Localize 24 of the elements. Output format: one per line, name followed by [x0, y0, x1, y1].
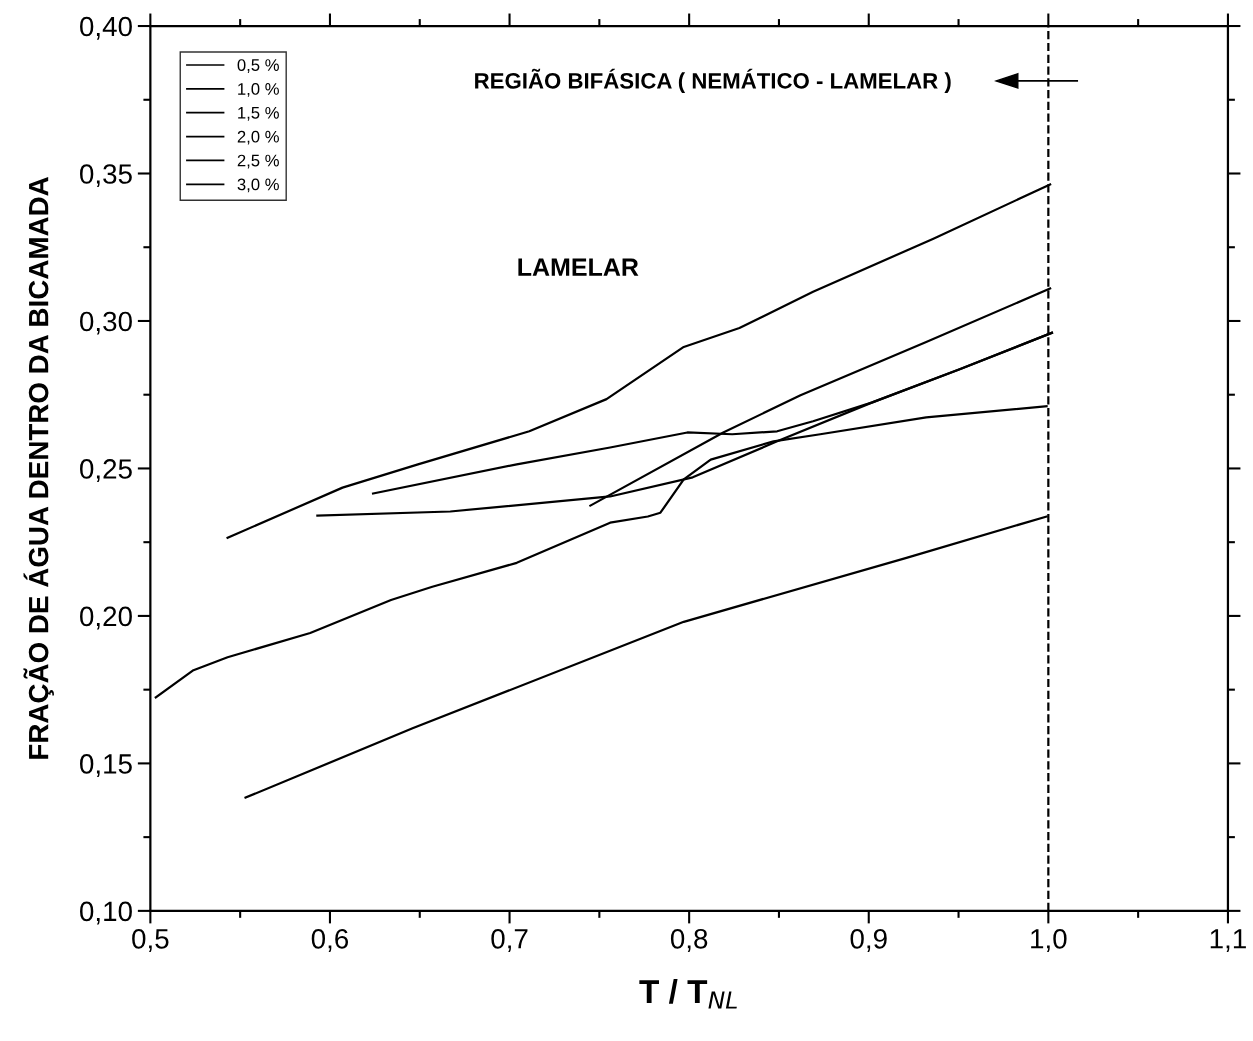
legend-label: 3,0 %: [237, 178, 279, 193]
y-axis-title: FRAÇÃO DE ÁGUA DENTRO DA BICAMADA: [23, 177, 54, 759]
x-axis-title: T / T$_{NL}$: [639, 978, 737, 1009]
x-tick-label: 0,5: [132, 928, 169, 952]
legend-label: 0,5 %: [237, 59, 279, 73]
y-tick-label: 0,35: [80, 164, 132, 188]
x-tick-label: 0,7: [491, 928, 528, 952]
y-tick-label: 0,20: [80, 606, 132, 630]
x-tick-label: 0,9: [850, 928, 887, 952]
y-tick-label: 0,25: [80, 459, 132, 483]
x-tick-label: 0,8: [670, 928, 708, 952]
annotation: REGIÃO BIFÁSICA ( NEMÁTICO - LAMELAR ): [475, 68, 951, 94]
y-tick-label: 0,15: [80, 754, 132, 778]
y-tick-label: 0,30: [80, 311, 132, 335]
x-tick-label: 1,0: [1031, 928, 1067, 952]
legend-label: 1,5 %: [238, 106, 279, 121]
legend-label: 2,5 %: [237, 154, 279, 169]
legend-label: 1,0 %: [238, 83, 279, 97]
y-tick-label: 0,40: [80, 16, 132, 40]
x-tick-label: 0,6: [311, 928, 349, 952]
legend-label: 2,0 %: [237, 130, 279, 145]
annotation: LAMELAR: [518, 258, 639, 276]
y-tick-label: 0,10: [80, 901, 132, 925]
x-tick-label: 1,1: [1210, 929, 1246, 952]
